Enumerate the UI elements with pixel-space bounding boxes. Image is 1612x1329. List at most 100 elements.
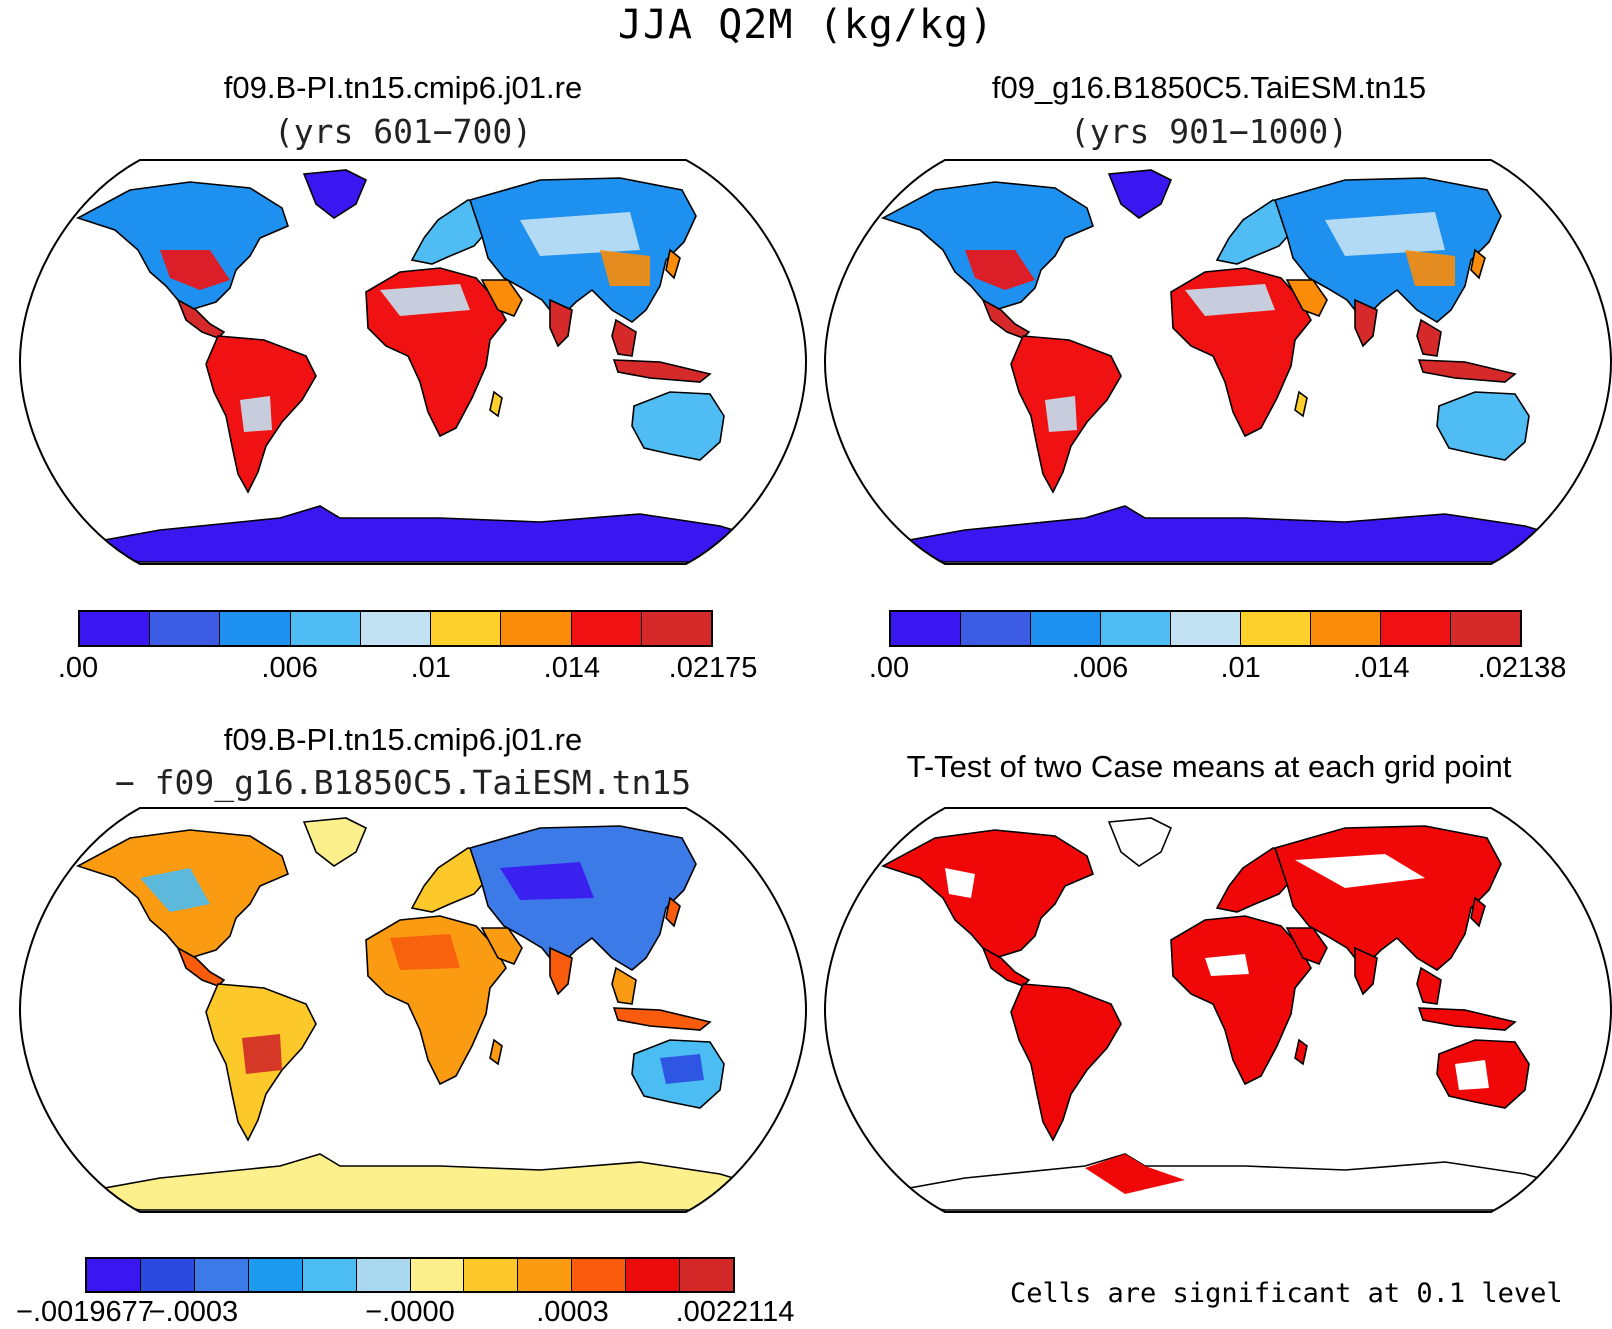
field-shading bbox=[1185, 284, 1275, 316]
field-shading bbox=[390, 934, 460, 970]
land-japan bbox=[1470, 248, 1486, 280]
colorbar-box bbox=[290, 612, 361, 645]
insignificant-area bbox=[1295, 854, 1425, 888]
colorbar-label: −.0000 bbox=[365, 1296, 455, 1328]
field-shading bbox=[660, 1054, 704, 1084]
colorbar-box bbox=[87, 1259, 141, 1291]
colorbar-box bbox=[1241, 612, 1311, 645]
land-australia bbox=[631, 391, 725, 461]
land-arabia bbox=[480, 927, 523, 966]
land-camerica bbox=[176, 298, 226, 339]
colorbar-label: .006 bbox=[1071, 652, 1129, 684]
land-seasia bbox=[611, 318, 637, 357]
colorbar-box bbox=[1171, 612, 1241, 645]
figure-title: JJA Q2M (kg/kg) bbox=[617, 2, 995, 48]
colorbar-label: .02138 bbox=[1477, 652, 1567, 684]
colorbar-label: .01 bbox=[410, 652, 451, 684]
insignificant-area bbox=[945, 868, 975, 898]
panel-3-map bbox=[18, 807, 808, 1213]
panel-4-map bbox=[823, 807, 1612, 1213]
insignificant-area bbox=[1455, 1060, 1489, 1090]
colorbar-box bbox=[431, 612, 502, 645]
land-arabia bbox=[480, 279, 523, 318]
colorbar-box bbox=[518, 1259, 573, 1291]
colorbar-box bbox=[501, 612, 572, 645]
land-japan bbox=[1470, 896, 1486, 928]
colorbar-label: .00 bbox=[868, 652, 910, 684]
colorbar-box bbox=[626, 1259, 681, 1291]
field-shading bbox=[965, 250, 1035, 290]
colorbar-box bbox=[1381, 612, 1451, 645]
land-seasia bbox=[611, 966, 637, 1005]
map-outline bbox=[18, 159, 808, 565]
colorbar-label: −.0003 bbox=[148, 1296, 239, 1328]
field-shading bbox=[1045, 396, 1077, 432]
colorbar-box bbox=[464, 1259, 519, 1291]
land-australia bbox=[1436, 391, 1530, 461]
colorbar-label: .014 bbox=[543, 652, 601, 684]
land-antarctica bbox=[59, 505, 781, 563]
land-indonesia bbox=[612, 359, 712, 383]
land-indonesia bbox=[1417, 359, 1517, 383]
colorbar-box bbox=[1101, 612, 1171, 645]
land-madagascar bbox=[1294, 1038, 1308, 1066]
colorbar-box bbox=[680, 1259, 734, 1291]
land-samerica bbox=[1010, 983, 1122, 1142]
land-madagascar bbox=[1294, 390, 1308, 418]
field-shading bbox=[600, 250, 650, 286]
colorbar-box bbox=[150, 612, 221, 645]
land-namerica bbox=[75, 181, 289, 311]
panel-2-subtitle: (yrs 901−1000) bbox=[1069, 112, 1349, 151]
field-shading bbox=[500, 862, 594, 900]
field-shading bbox=[160, 250, 230, 290]
land-indonesia bbox=[1417, 1007, 1517, 1031]
colorbar-box bbox=[571, 612, 642, 645]
colorbar-box bbox=[220, 612, 291, 645]
significance-note: Cells are significant at 0.1 level bbox=[1010, 1278, 1563, 1309]
colorbar-box bbox=[1451, 612, 1520, 645]
field-shading bbox=[242, 1034, 282, 1074]
land-india bbox=[1354, 946, 1378, 996]
land-camerica bbox=[981, 946, 1031, 987]
colorbar-box bbox=[80, 612, 151, 645]
colorbar-box bbox=[641, 612, 711, 645]
panel-3-title: f09.B-PI.tn15.cmip6.j01.re bbox=[223, 722, 583, 757]
colorbar-label: .01 bbox=[1220, 652, 1261, 684]
colorbar-label: .00 bbox=[57, 652, 99, 684]
land-japan bbox=[665, 248, 681, 280]
insignificant-area bbox=[1205, 954, 1249, 976]
colorbar-box bbox=[410, 1259, 465, 1291]
colorbar-box bbox=[572, 1259, 627, 1291]
panel-2-title: f09_g16.B1850C5.TaiESM.tn15 bbox=[991, 70, 1427, 105]
field-shading bbox=[240, 396, 272, 432]
land-india bbox=[549, 298, 573, 348]
colorbar-box bbox=[194, 1259, 249, 1291]
land-arabia bbox=[1285, 279, 1328, 318]
colorbar-box bbox=[360, 612, 432, 645]
colorbar-label: .006 bbox=[261, 652, 318, 684]
colorbar-label: −.0019677 bbox=[16, 1296, 154, 1328]
map-outline bbox=[18, 807, 808, 1213]
panel-4-title: T-Test of two Case means at each grid po… bbox=[906, 749, 1512, 784]
land-india bbox=[549, 946, 573, 996]
land-antarctica-significant bbox=[1085, 1154, 1185, 1194]
land-antarctica bbox=[864, 1153, 1586, 1211]
land-seasia bbox=[1416, 966, 1442, 1005]
colorbar-label: .0022114 bbox=[675, 1296, 795, 1328]
colorbar-box bbox=[1031, 612, 1101, 645]
land-greenland bbox=[302, 817, 368, 867]
land-antarctica bbox=[864, 505, 1586, 563]
colorbar-box bbox=[356, 1259, 411, 1291]
land-indonesia bbox=[612, 1007, 712, 1031]
panel-3-colorbar bbox=[85, 1257, 735, 1293]
field-shading bbox=[140, 868, 210, 912]
panel-2-colorbar bbox=[889, 610, 1522, 647]
field-shading bbox=[1405, 250, 1455, 286]
land-camerica bbox=[981, 298, 1031, 339]
colorbar-box bbox=[248, 1259, 303, 1291]
colorbar-box bbox=[140, 1259, 195, 1291]
land-japan bbox=[665, 896, 681, 928]
panel-1-title: f09.B-PI.tn15.cmip6.j01.re bbox=[223, 70, 583, 105]
land-greenland bbox=[1107, 169, 1173, 219]
land-seasia bbox=[1416, 318, 1442, 357]
